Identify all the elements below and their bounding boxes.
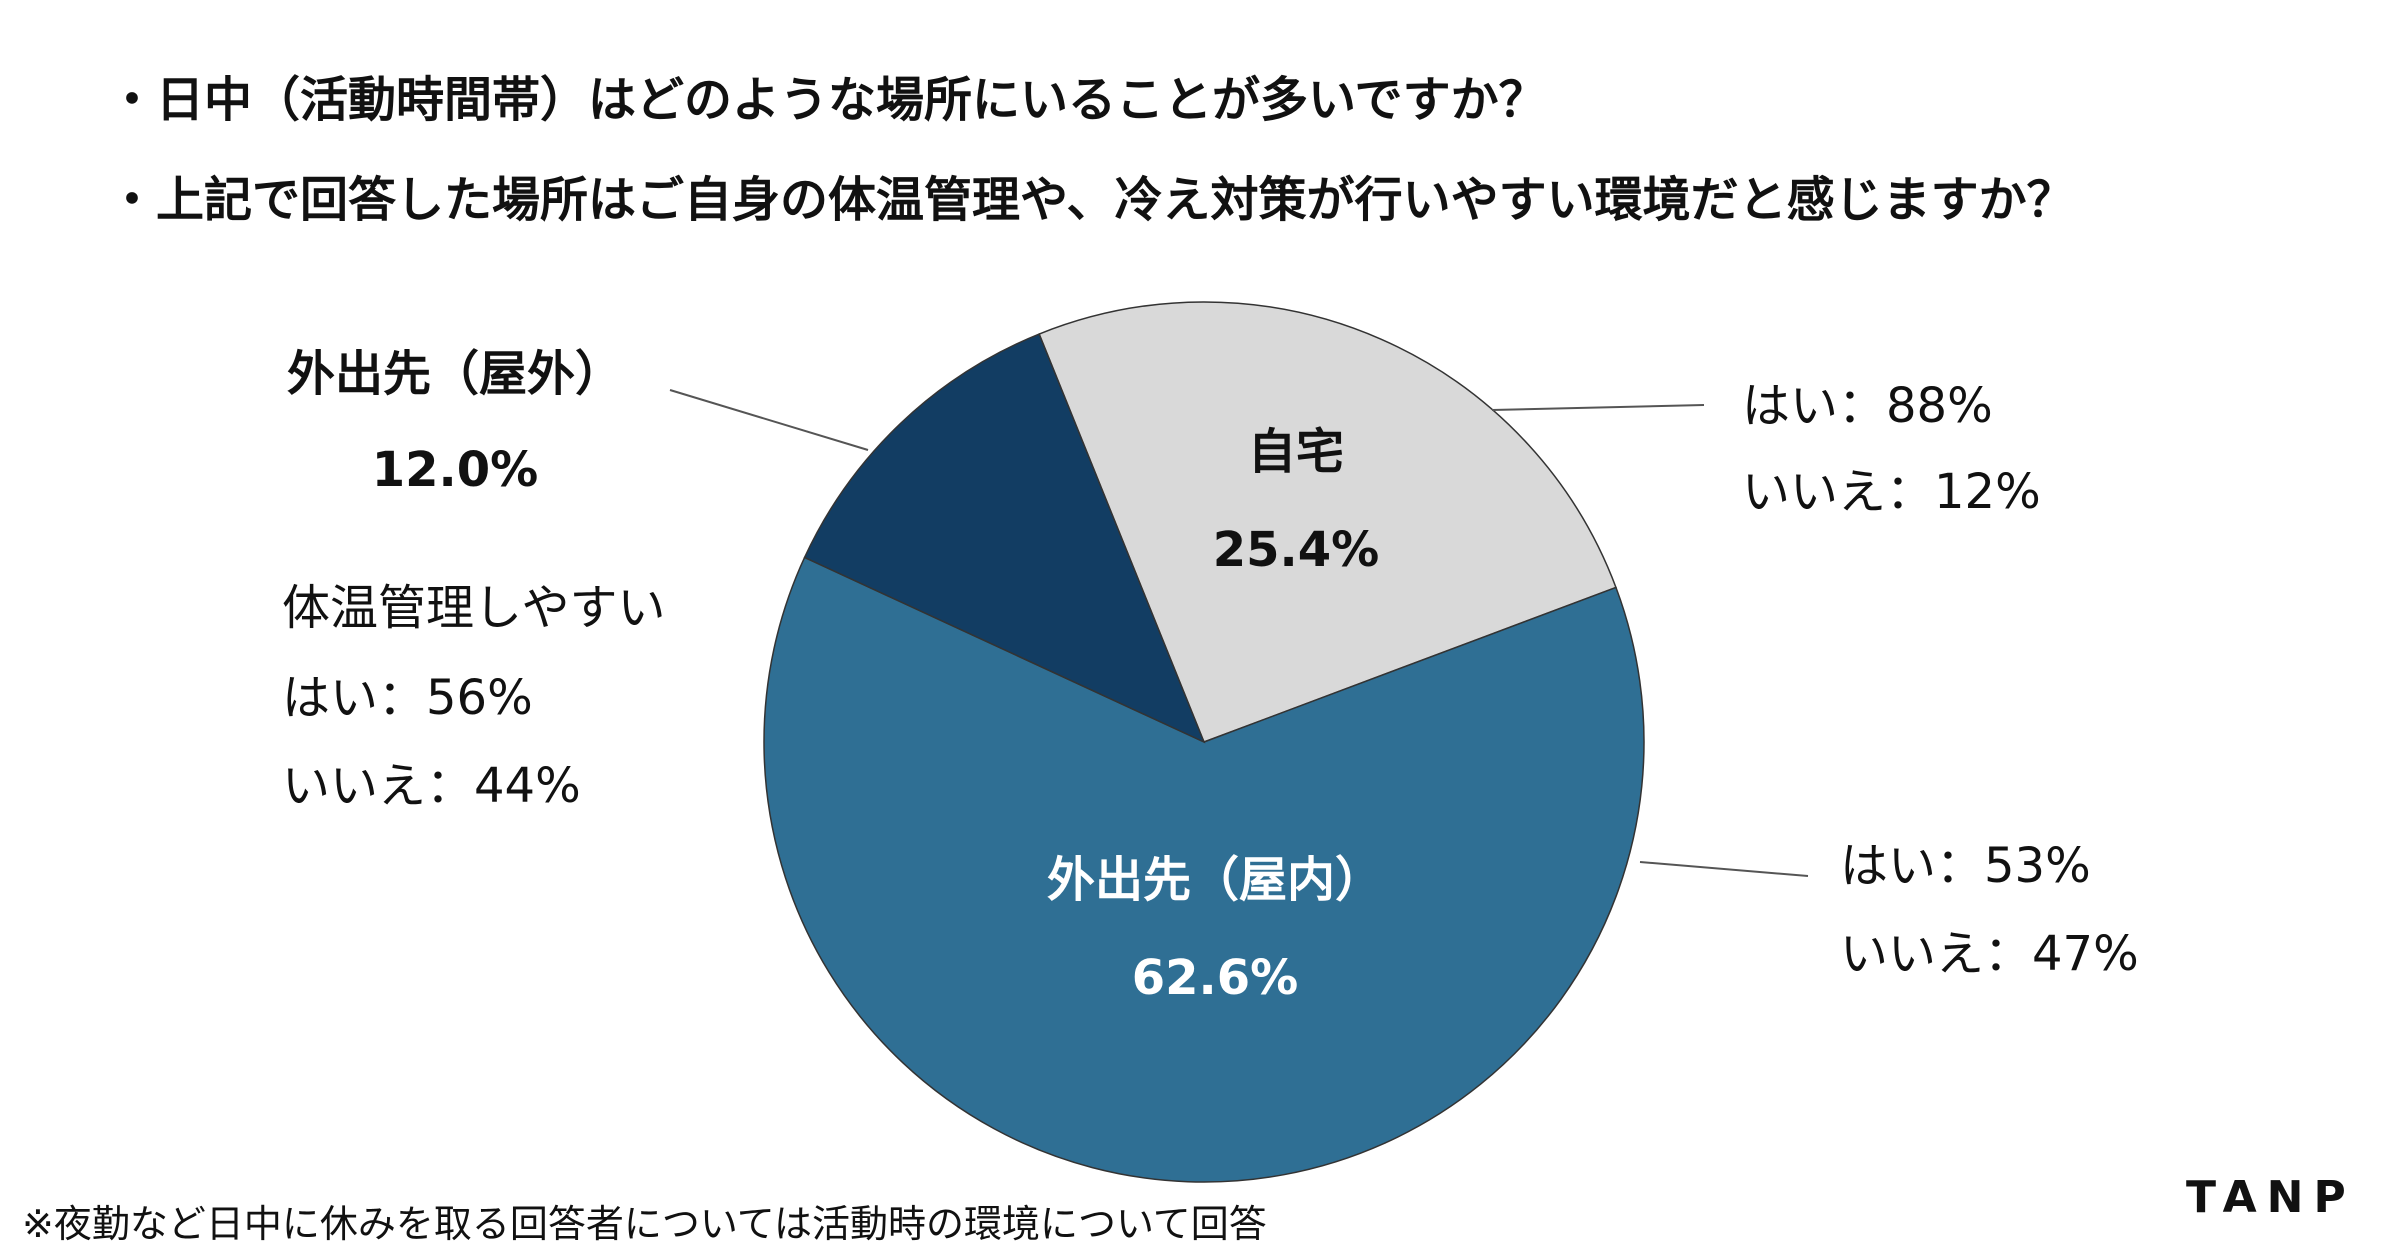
leader-line-home <box>1491 404 1705 411</box>
pie-slice-home <box>1038 301 1617 743</box>
slice-label-indoor-value: 62.6% <box>1131 950 1299 1006</box>
footnote: ※夜勤など日中に休みを取る回答者については活動時の環境について回答 <box>22 1202 1267 1246</box>
pie-slice-outdoor-outside <box>803 333 1206 744</box>
slice-label-outdoor-name: 外出先（屋外） <box>286 346 624 402</box>
question-1: ・日中（活動時間帯）はどのような場所にいることが多いですか？ <box>108 72 1547 128</box>
outdoor-yes-label: はい：56% <box>282 670 533 726</box>
home-yes-label: はい：88% <box>1742 378 1993 434</box>
tanp-logo: TANP <box>2186 1172 2356 1223</box>
leader-line-indoor <box>1639 861 1809 877</box>
slice-label-indoor-name: 外出先（屋内） <box>1046 852 1384 908</box>
home-no-label: いいえ：12% <box>1742 464 2041 520</box>
indoor-yes-label: はい：53% <box>1840 838 2091 894</box>
slice-label-home-name: 自宅 <box>1247 424 1345 480</box>
outdoor-subheading: 体温管理しやすい <box>282 580 666 636</box>
leader-line-outdoor <box>669 389 869 451</box>
outdoor-no-label: いいえ：44% <box>282 758 581 814</box>
indoor-no-label: いいえ：47% <box>1840 926 2139 982</box>
question-2: ・上記で回答した場所はご自身の体温管理や、冷え対策が行いやすい環境だと感じますか… <box>108 172 2075 228</box>
slice-label-home-value: 25.4% <box>1212 522 1380 578</box>
pie-slice-outdoor-indoor <box>763 556 1645 1183</box>
slice-label-outdoor-value: 12.0% <box>371 442 539 498</box>
